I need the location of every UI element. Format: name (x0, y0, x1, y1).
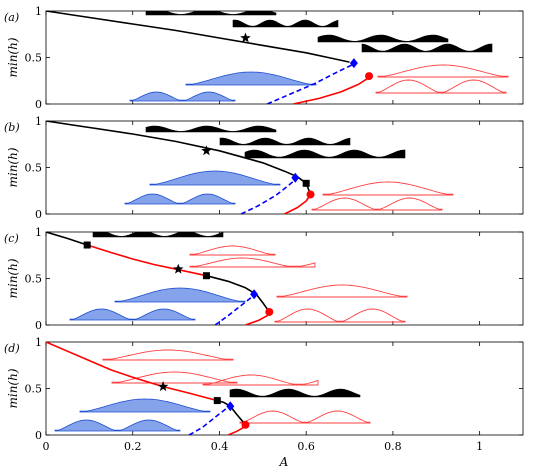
x-tick-label: 1 (476, 440, 483, 453)
y-axis-title: min(h) (6, 37, 20, 77)
panels: 0 0.5 1 (a) min(h) 0 0.5 1 (b) min(h) 0 0.5 1 (c) min(… (4, 5, 524, 453)
film-profile-black (145, 11, 277, 16)
panel-0: 0 0.5 1 (a) min(h) (4, 5, 524, 111)
y-tick-label: 0.5 (25, 52, 43, 65)
film-profile-unstable (276, 284, 408, 298)
x-tick-label: 0.2 (124, 440, 142, 453)
diamond-marker (291, 172, 300, 183)
square-marker (302, 179, 310, 187)
branch-curve (245, 311, 270, 325)
star-marker (157, 381, 169, 392)
branch-curve (46, 121, 307, 184)
x-tick-label: 0.8 (384, 440, 402, 453)
film-profile-unstable (189, 245, 276, 256)
film-profile-unstable (111, 371, 238, 384)
square-marker (83, 241, 91, 249)
branch-curve (284, 194, 312, 214)
film-profile-unstable (239, 410, 371, 424)
panel-label: (c) (4, 232, 19, 245)
branch-curve (229, 405, 247, 426)
film-profile-black (145, 125, 277, 133)
film-profile-black (92, 232, 224, 238)
film-profile-unstable (102, 349, 234, 361)
branch-curve (214, 294, 255, 325)
film-profile-unstable (322, 181, 454, 196)
film-profile-unstable (202, 374, 319, 386)
film-profile-stable (129, 91, 236, 102)
film-profile-unstable (274, 308, 406, 323)
star-marker (240, 32, 251, 43)
y-tick-label: 1 (35, 336, 42, 349)
panel-1: 0 0.5 1 (b) min(h) (4, 115, 524, 221)
x-tick-label: 0.4 (211, 440, 229, 453)
y-tick-label: 0.5 (25, 383, 43, 396)
plot-frame (45, 341, 524, 436)
plot-area (46, 342, 371, 435)
film-profile-stable (54, 419, 181, 432)
plot-area (46, 232, 408, 325)
branch-curve (206, 274, 257, 295)
y-axis-title: min(h) (6, 368, 20, 408)
film-profile-black (317, 34, 449, 43)
film-profile-stable (114, 287, 246, 303)
film-profile-stable (69, 308, 196, 321)
y-tick-label: 0 (35, 319, 42, 332)
y-axis-title: min(h) (6, 147, 20, 187)
panel-3: 0 0.5 1 0 0.2 0.4 0.6 0.8 1 (d) min(h) (4, 336, 524, 453)
y-tick-label: 0.5 (25, 162, 43, 175)
panel-label: (b) (4, 121, 20, 134)
plot-area (46, 11, 509, 104)
panel-2: 0 0.5 1 (c) min(h) (4, 226, 524, 332)
film-profile-black (232, 19, 339, 28)
y-tick-label: 0 (35, 429, 42, 442)
branch-curve (46, 11, 350, 63)
diamond-marker (226, 401, 235, 412)
star-marker (173, 263, 184, 274)
branch-curve (240, 177, 299, 214)
diamond-marker (349, 58, 358, 69)
circle-marker (265, 307, 274, 316)
film-profile-unstable (311, 197, 443, 211)
y-tick-label: 1 (35, 5, 42, 18)
film-profile-black (219, 137, 351, 146)
branch-curve (266, 63, 355, 104)
plot-frame (45, 120, 524, 215)
y-tick-label: 1 (35, 226, 42, 239)
circle-marker (365, 72, 374, 81)
panel-label: (a) (4, 11, 19, 24)
plot-frame (45, 231, 524, 326)
film-profile-stable (79, 398, 211, 413)
film-profile-stable (149, 170, 281, 186)
branch-curve (86, 244, 207, 277)
x-tick-label: 0.6 (297, 440, 315, 453)
film-profile-stable (185, 71, 317, 86)
film-profile-black (361, 43, 493, 53)
y-tick-label: 0.5 (25, 273, 43, 286)
film-profile-black (244, 149, 406, 159)
x-tick-label: 0 (43, 440, 50, 453)
circle-marker (241, 420, 250, 429)
y-tick-label: 1 (35, 115, 42, 128)
star-marker (201, 145, 212, 156)
branch-curve (46, 232, 88, 246)
y-tick-label: 0 (35, 98, 42, 111)
branch-curve (46, 342, 218, 402)
square-marker (202, 272, 210, 280)
film-profile-unstable (377, 64, 509, 78)
film-profile-unstable (375, 79, 507, 94)
x-axis-title: A (279, 455, 289, 469)
panel-label: (d) (4, 342, 20, 355)
square-marker (213, 397, 221, 405)
circle-marker (306, 190, 315, 199)
diamond-marker (250, 289, 259, 300)
film-profile-stable (124, 193, 236, 205)
plot-area (46, 121, 454, 214)
film-profile-unstable (189, 257, 316, 268)
film-profile-black (229, 388, 361, 398)
plot-frame (45, 10, 524, 105)
branch-curve (293, 75, 370, 104)
y-tick-label: 0 (35, 208, 42, 221)
y-axis-title: min(h) (6, 258, 20, 298)
